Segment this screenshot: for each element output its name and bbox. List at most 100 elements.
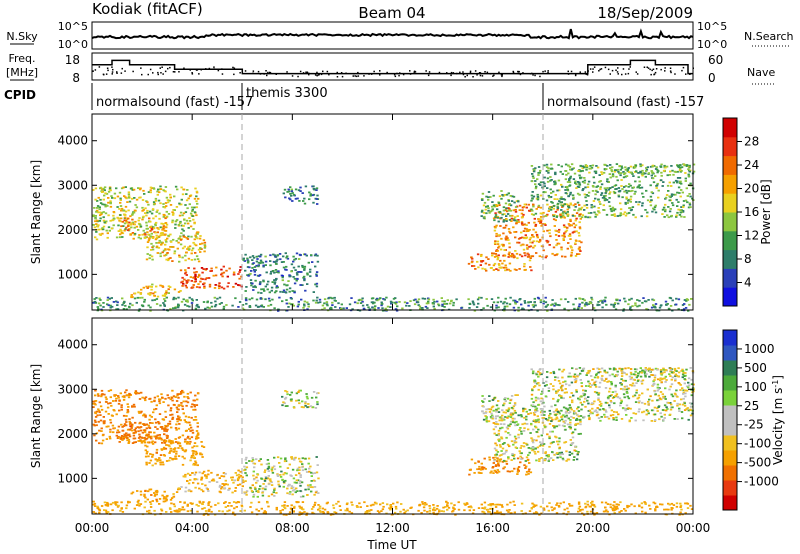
power-pixel [487, 209, 490, 212]
velocity-pixel [502, 404, 505, 407]
velocity-pixel [158, 400, 161, 403]
velocity-pixel [284, 458, 287, 461]
velocity-pixel [271, 466, 274, 469]
power-pixel [190, 302, 194, 304]
power-pixel [203, 245, 207, 248]
velocity-pixel [545, 384, 548, 386]
power-pixel [108, 187, 112, 190]
velocity-pixel [121, 395, 125, 398]
power-pixel [509, 204, 513, 207]
velocity-pixel [552, 370, 555, 373]
velocity-pixel [207, 469, 210, 472]
velocity-pixel [252, 462, 255, 465]
velocity-pixel [681, 373, 685, 376]
velocity-pixel [642, 369, 646, 372]
power-pixel [290, 297, 293, 300]
velocity-pixel [94, 416, 98, 418]
power-pixel [641, 169, 644, 172]
power-pixel [546, 229, 549, 232]
velocity-pixel [218, 477, 221, 479]
power-pixel [137, 219, 140, 222]
power-pixel [184, 271, 188, 274]
velocity-pixel [552, 459, 555, 461]
power-pixel [680, 206, 683, 208]
power-pixel [303, 269, 306, 271]
power-pixel [149, 191, 152, 194]
power-pixel [623, 190, 626, 193]
power-pixel [437, 303, 440, 306]
power-pixel [255, 298, 259, 301]
power-pixel [564, 255, 567, 258]
power-pixel [163, 294, 166, 297]
power-pixel [149, 186, 153, 189]
power-pixel [303, 278, 306, 280]
power-pixel [278, 296, 281, 299]
velocity-pixel [243, 465, 246, 468]
velocity-pixel [94, 412, 98, 414]
velocity-pixel [158, 413, 162, 415]
velocity-pixel [191, 429, 194, 432]
power-pixel [532, 228, 535, 231]
power-pixel [141, 218, 144, 221]
velocity-pixel [164, 447, 168, 450]
power-pixel [173, 250, 177, 253]
power-pixel [533, 221, 536, 224]
velocity-pixel [125, 415, 128, 417]
power-pixel [606, 164, 609, 167]
power-pixel [394, 297, 397, 299]
power-pixel [539, 218, 542, 221]
velocity-pixel [92, 423, 96, 426]
power-pixel [179, 235, 182, 238]
velocity-pixel [154, 421, 158, 424]
velocity-pixel [533, 385, 537, 387]
nave-dot [592, 68, 594, 70]
velocity-pixel [168, 459, 171, 462]
power-pixel [250, 284, 253, 287]
power-pixel [566, 181, 570, 183]
power-pixel [152, 203, 156, 206]
power-pixel [557, 242, 561, 245]
power-pixel [499, 259, 502, 262]
power-pixel [532, 235, 535, 238]
velocity-pixel [579, 423, 582, 426]
power-pixel [575, 183, 578, 185]
velocity-pixel [480, 472, 483, 474]
power-pixel [537, 204, 541, 207]
power-pixel [549, 207, 552, 209]
velocity-pixel [637, 401, 641, 404]
power-pixel [580, 206, 584, 209]
nave-dot [221, 73, 224, 75]
velocity-pixel [181, 405, 184, 408]
velocity-pixel [177, 487, 180, 490]
velocity-pixel [539, 443, 543, 446]
power-pixel [395, 309, 399, 312]
power-pixel [511, 254, 514, 257]
power-pixel [196, 237, 199, 240]
velocity-pixel [682, 397, 685, 400]
power-pixel [309, 268, 312, 271]
nave-dot [450, 74, 452, 77]
velocity-pixel [249, 486, 252, 489]
power-pixel [152, 226, 155, 229]
velocity-pixel [529, 447, 533, 450]
power-pixel [161, 294, 165, 297]
velocity-pixel [164, 397, 167, 400]
power-pixel [98, 233, 101, 236]
power-pixel [123, 229, 126, 232]
power-pixel [264, 260, 268, 263]
velocity-pixel [180, 402, 183, 404]
power-pixel [660, 163, 663, 166]
power-pixel [360, 299, 363, 302]
power-pixel [288, 287, 292, 290]
velocity-pixel [562, 406, 566, 409]
power-pixel [609, 208, 613, 210]
power-pixel [550, 206, 553, 209]
velocity-pixel [133, 405, 136, 408]
power-pixel [312, 201, 315, 204]
power-pixel [480, 260, 483, 263]
velocity-pixel [159, 437, 163, 440]
power-pixel [683, 164, 686, 167]
power-pixel [589, 302, 593, 305]
power-pixel [585, 168, 588, 171]
power-pixel [679, 195, 682, 198]
